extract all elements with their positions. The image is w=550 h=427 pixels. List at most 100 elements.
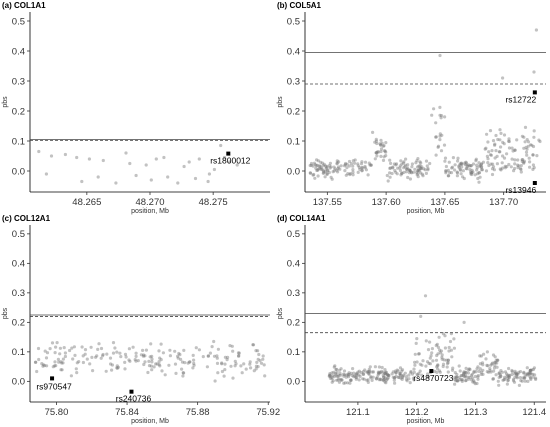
data-point bbox=[328, 374, 332, 378]
data-point bbox=[338, 373, 343, 377]
x-axis-label: position, Mb bbox=[131, 208, 169, 215]
data-point bbox=[158, 356, 162, 360]
data-point bbox=[351, 164, 355, 168]
data-point bbox=[494, 133, 498, 138]
data-point bbox=[326, 169, 330, 173]
data-point bbox=[522, 161, 526, 165]
data-point bbox=[401, 375, 405, 379]
y-tick-label: 0.1 bbox=[12, 136, 25, 147]
data-point bbox=[410, 165, 414, 169]
data-point bbox=[351, 173, 355, 177]
data-point bbox=[376, 371, 381, 375]
data-point bbox=[447, 174, 451, 178]
data-point bbox=[529, 377, 533, 381]
data-point bbox=[490, 167, 495, 171]
data-point bbox=[58, 352, 62, 356]
data-point bbox=[80, 179, 84, 184]
data-point bbox=[412, 370, 416, 374]
data-point bbox=[374, 377, 379, 381]
data-point bbox=[494, 358, 498, 362]
data-point bbox=[356, 162, 360, 166]
data-point bbox=[519, 167, 523, 171]
data-point bbox=[416, 157, 420, 161]
data-point bbox=[351, 170, 355, 174]
data-point bbox=[511, 377, 516, 381]
data-point bbox=[335, 168, 339, 172]
data-point bbox=[63, 152, 67, 157]
data-point bbox=[334, 368, 338, 372]
data-point bbox=[480, 361, 485, 365]
data-point bbox=[478, 163, 482, 167]
data-point bbox=[436, 352, 440, 356]
data-point bbox=[398, 168, 402, 173]
data-point bbox=[379, 154, 383, 158]
data-point bbox=[429, 354, 433, 358]
data-point bbox=[441, 332, 445, 336]
data-point bbox=[479, 370, 484, 374]
data-point bbox=[387, 374, 391, 378]
data-point bbox=[398, 373, 402, 377]
data-point bbox=[192, 363, 196, 367]
data-point bbox=[396, 369, 400, 373]
data-point bbox=[116, 365, 120, 369]
data-point bbox=[386, 373, 390, 377]
data-point bbox=[482, 352, 486, 356]
data-point bbox=[467, 377, 471, 381]
data-point bbox=[485, 363, 489, 367]
data-point bbox=[468, 375, 472, 379]
data-point bbox=[342, 369, 347, 373]
data-point bbox=[149, 178, 153, 182]
data-point bbox=[458, 167, 462, 171]
data-point bbox=[413, 352, 417, 356]
data-point bbox=[312, 161, 316, 165]
data-point bbox=[501, 378, 505, 382]
data-point bbox=[347, 164, 351, 168]
data-point bbox=[233, 359, 237, 363]
data-point bbox=[176, 181, 180, 185]
data-point bbox=[455, 375, 459, 379]
data-point bbox=[442, 358, 446, 362]
data-point bbox=[453, 371, 457, 375]
snp-label: rs240736 bbox=[116, 394, 152, 404]
data-point bbox=[226, 355, 230, 359]
data-point bbox=[455, 170, 459, 174]
data-point bbox=[330, 377, 334, 381]
data-point bbox=[491, 377, 495, 381]
data-point bbox=[127, 347, 131, 351]
data-point bbox=[503, 166, 507, 170]
data-point bbox=[376, 370, 380, 374]
data-point bbox=[486, 161, 490, 165]
data-point bbox=[453, 168, 457, 172]
data-point bbox=[464, 166, 468, 171]
data-point bbox=[428, 161, 432, 166]
data-point bbox=[444, 358, 448, 362]
data-point bbox=[149, 342, 153, 346]
data-point bbox=[451, 156, 455, 160]
data-point bbox=[434, 135, 438, 139]
y-tick-label: 0.1 bbox=[287, 347, 300, 358]
data-point bbox=[471, 162, 476, 166]
data-point bbox=[520, 134, 525, 138]
data-point bbox=[59, 368, 63, 372]
data-point bbox=[499, 168, 503, 172]
data-point bbox=[322, 171, 326, 175]
data-point bbox=[312, 172, 316, 177]
data-point bbox=[517, 164, 521, 168]
data-point bbox=[498, 167, 502, 171]
panel-d: (d) COL14A1 0.0 0.1 0.2 0.3 0.4 0.5 121.1 121.2 1… bbox=[277, 214, 546, 425]
data-point bbox=[367, 161, 371, 165]
data-point bbox=[531, 153, 535, 157]
data-point bbox=[507, 139, 511, 143]
data-point bbox=[324, 167, 328, 171]
data-point bbox=[449, 348, 453, 352]
data-point bbox=[507, 162, 511, 167]
data-point bbox=[402, 166, 406, 170]
data-point bbox=[383, 380, 387, 384]
y-tick-label: 0.4 bbox=[287, 46, 300, 57]
data-point bbox=[383, 368, 387, 372]
data-point bbox=[197, 157, 201, 161]
data-point bbox=[443, 346, 447, 350]
data-point bbox=[472, 369, 476, 373]
data-point bbox=[438, 134, 442, 138]
